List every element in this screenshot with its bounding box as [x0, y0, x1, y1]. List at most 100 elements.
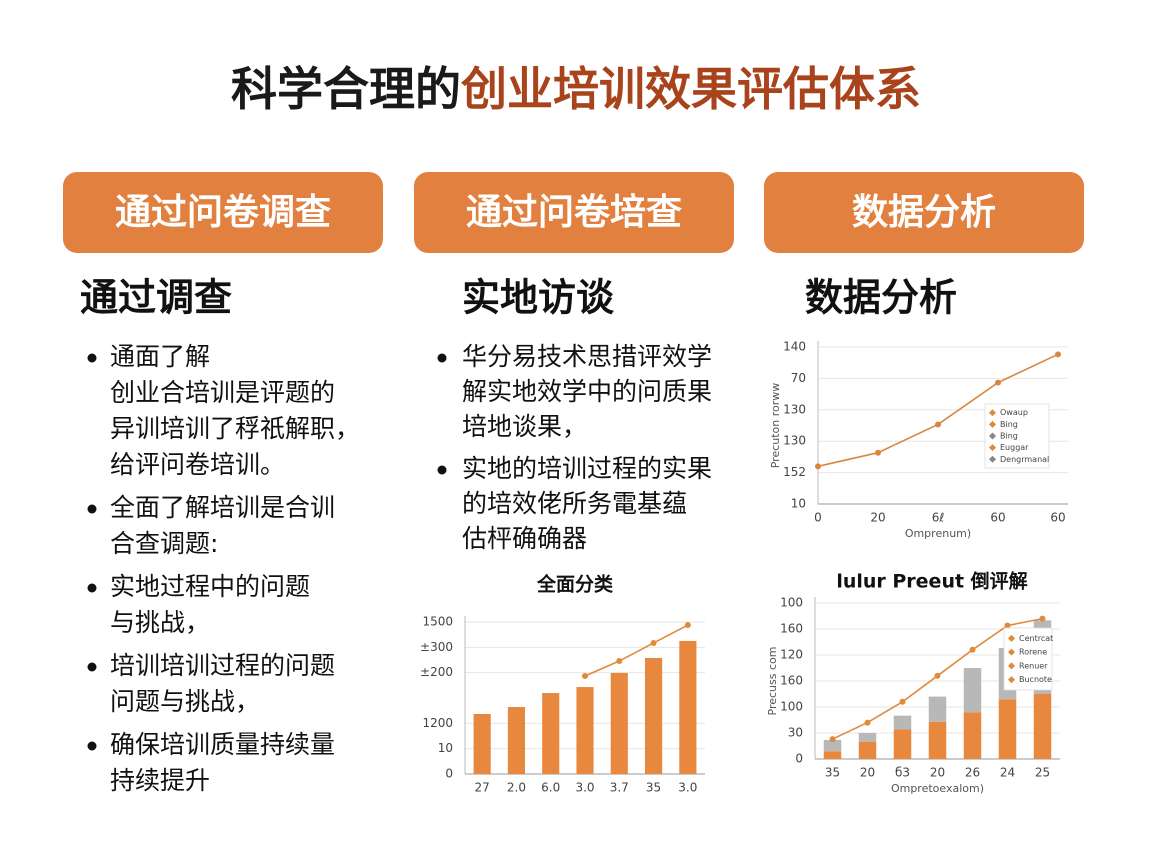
- bullet-dot: [437, 465, 447, 475]
- bar: [998, 699, 1017, 759]
- legend-marker: [988, 455, 997, 463]
- legend-label: Owaup: [1000, 408, 1028, 417]
- y-tick-label: 0: [445, 767, 453, 781]
- bullet-line: 问题与挑战，: [110, 687, 260, 716]
- section-heading: 通过调查: [80, 276, 232, 320]
- x-tick-label: 27: [475, 781, 490, 795]
- line-point: [1055, 351, 1061, 358]
- main-title: 科学合理的创业培训效果评估体系: [231, 62, 921, 116]
- bar: [1033, 694, 1052, 759]
- y-tick-label: 130: [783, 434, 806, 448]
- x-axis-label: Omprenum): [905, 527, 971, 540]
- legend-label: Renuer: [1019, 661, 1048, 670]
- legend-label: Euggar: [1000, 443, 1029, 452]
- x-tick-label: 25: [1035, 766, 1050, 780]
- x-tick-label: 24: [1000, 766, 1015, 780]
- legend-label: Bucnote: [1019, 675, 1052, 684]
- line-point: [995, 379, 1001, 386]
- x-tick-label: 60: [1050, 511, 1065, 525]
- x-tick-label: 35: [825, 766, 840, 780]
- bullet-line: 实地的培训过程的实果: [462, 454, 712, 483]
- badge-label: 通过问卷调查: [115, 192, 331, 233]
- y-tick-label: 120: [780, 648, 803, 662]
- line-point: [864, 719, 871, 726]
- legend-marker: [1007, 634, 1016, 642]
- chart-title: lulur Preeut 倒评解: [836, 570, 1027, 593]
- line-point: [616, 658, 623, 665]
- legend-marker: [1007, 676, 1016, 684]
- y-tick-label: 100: [780, 596, 803, 610]
- title-part: 创业培训效果评估体系: [461, 62, 921, 116]
- y-tick-label: 160: [780, 674, 803, 688]
- line-point: [935, 421, 941, 428]
- x-tick-label: б3: [895, 766, 910, 780]
- badge: [414, 172, 734, 253]
- line-point: [650, 639, 657, 646]
- x-tick-label: 20: [930, 766, 945, 780]
- bullet-line: 持续提升: [110, 766, 210, 795]
- line-point: [684, 622, 691, 629]
- section-heading: 数据分析: [805, 276, 957, 320]
- bar: [963, 712, 982, 759]
- badge-label: 数据分析: [852, 192, 996, 233]
- y-axis-label: Precuss com: [766, 647, 779, 716]
- legend-marker: [1007, 662, 1016, 670]
- y-tick-label: 1500: [422, 615, 453, 629]
- badge: [764, 172, 1084, 253]
- bar: [576, 687, 594, 774]
- legend-label: Dengrmanal: [1000, 455, 1049, 464]
- x-tick-label: 2.0: [507, 781, 526, 795]
- bar: [963, 668, 982, 713]
- bullet-dot: [87, 583, 97, 593]
- legend-marker: [988, 432, 997, 440]
- x-tick-label: 60: [990, 511, 1005, 525]
- bar: [928, 721, 947, 759]
- bar: [610, 672, 628, 774]
- bullet-line: 估枰确确器: [462, 524, 587, 553]
- bullet-line: 解实地效学中的问质果: [462, 377, 712, 406]
- bullet-line: 培地谈果，: [462, 412, 587, 441]
- bullet-line: 通面了解: [110, 342, 210, 371]
- y-tick-label: ±300: [420, 640, 453, 654]
- line-point: [899, 698, 906, 705]
- y-tick-label: 130: [783, 402, 806, 416]
- bullet-line: 异训培训了稃祇解职，: [110, 414, 360, 443]
- bullet-dot: [437, 353, 447, 363]
- x-tick-label: 3.0: [575, 781, 594, 795]
- legend-marker: [988, 444, 997, 452]
- bar: [645, 657, 663, 774]
- bullet-line: 给评问卷培训。: [110, 450, 285, 479]
- bar: [679, 640, 697, 774]
- line-point: [1004, 622, 1011, 629]
- bullet-dot: [87, 504, 97, 514]
- section-heading: 实地访谈: [462, 276, 615, 320]
- bar: [858, 741, 877, 759]
- line-point: [875, 449, 881, 456]
- bullet-line: 华分易技术思措评效学: [462, 342, 712, 371]
- y-tick-label: ±200: [420, 665, 453, 679]
- line-point: [934, 672, 941, 679]
- title-part: 科学合理的: [231, 62, 461, 116]
- bullet-dot: [87, 741, 97, 751]
- bullet-dot: [87, 353, 97, 363]
- x-tick-label: 6ℓ: [932, 511, 945, 525]
- y-tick-label: 10: [791, 497, 806, 511]
- x-tick-label: 26: [965, 766, 980, 780]
- line-point: [969, 646, 976, 653]
- y-tick-label: 30: [788, 726, 803, 740]
- bar: [858, 733, 877, 742]
- line-point: [1039, 615, 1046, 622]
- bar: [928, 696, 947, 722]
- y-tick-label: 100: [780, 700, 803, 714]
- bar: [893, 715, 912, 730]
- y-tick-label: 152: [783, 465, 806, 479]
- x-tick-label: 6.0: [541, 781, 560, 795]
- legend-marker: [1007, 648, 1016, 656]
- x-tick-label: 35: [646, 781, 661, 795]
- x-tick-label: 20: [860, 766, 875, 780]
- bullet-line: 全面了解培训是合训: [110, 493, 335, 522]
- bullet-line: 与挑战，: [110, 608, 210, 637]
- y-tick-label: 70: [791, 371, 806, 385]
